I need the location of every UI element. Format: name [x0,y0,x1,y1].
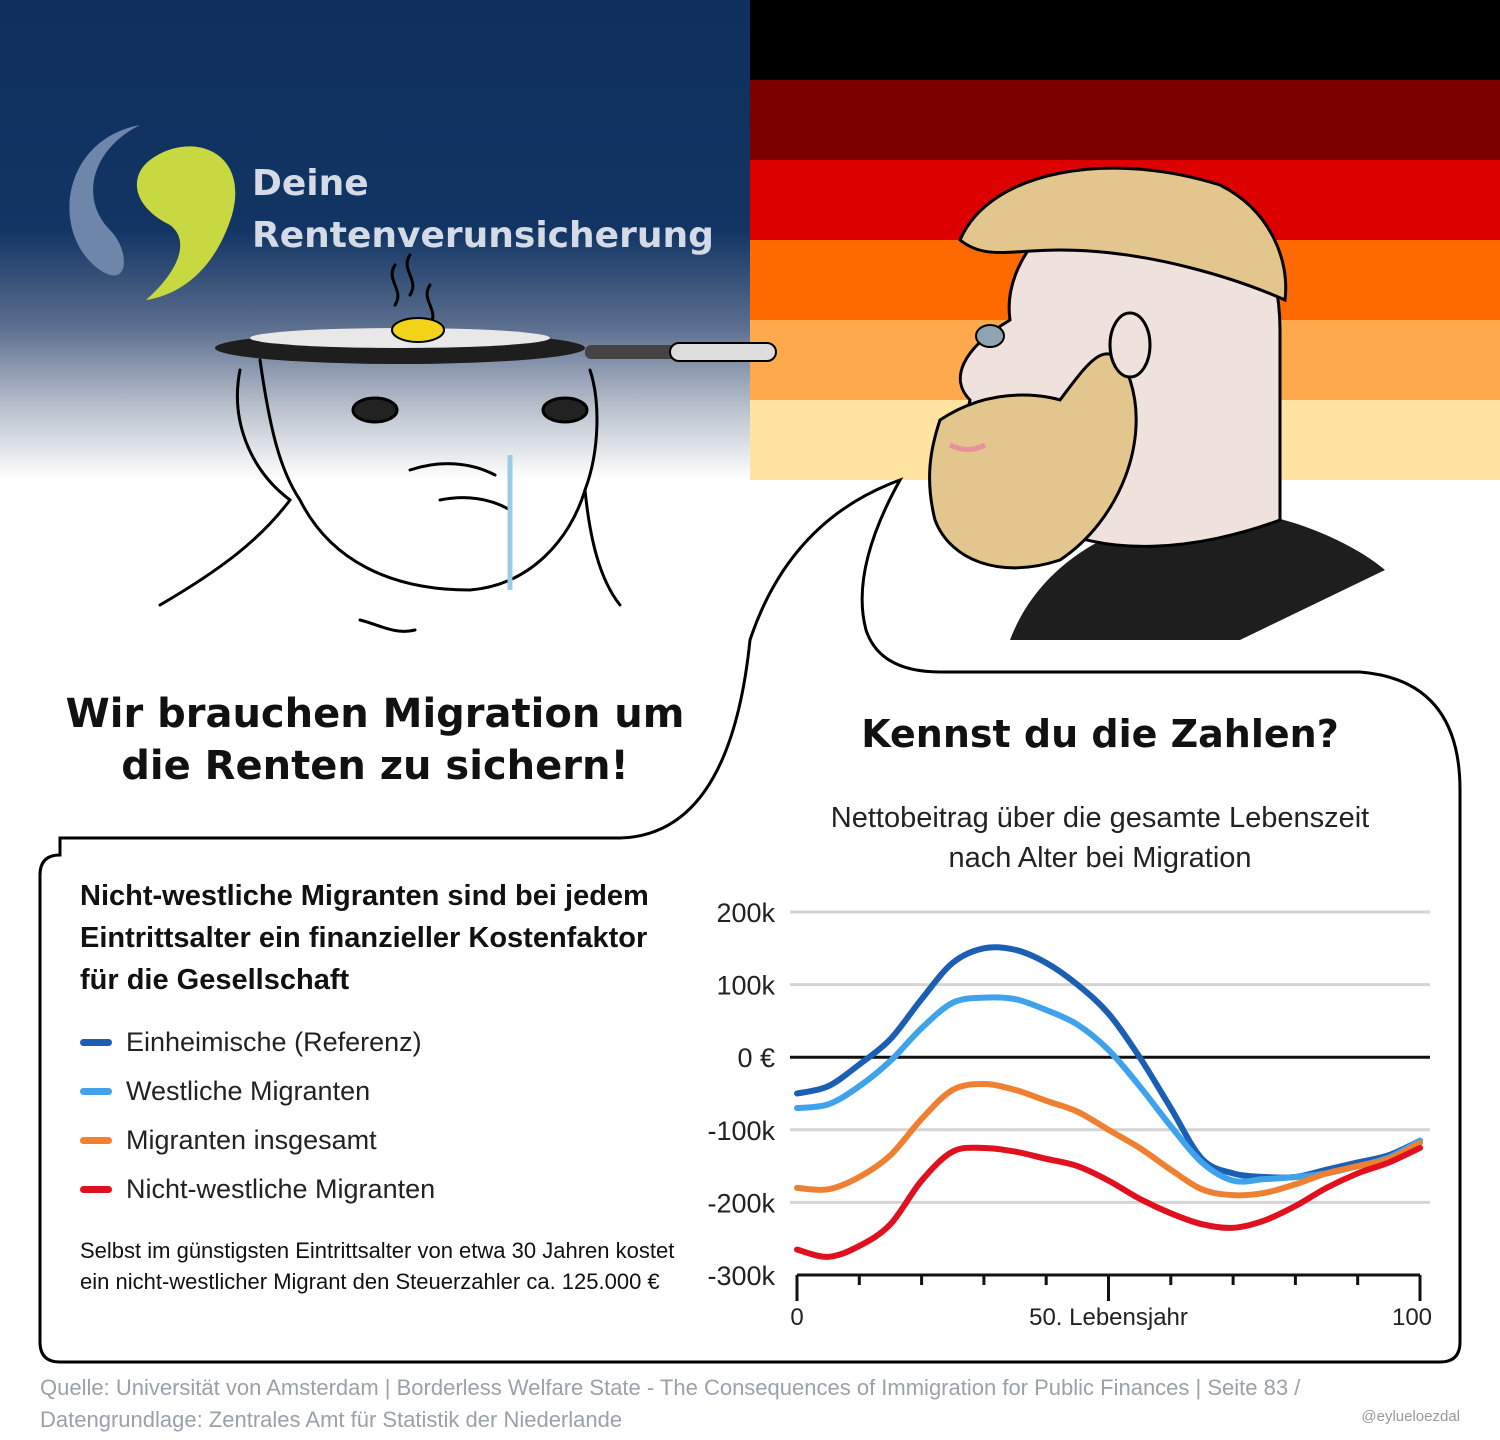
wojak-figure [158,253,622,633]
source-citation: Quelle: Universität von Amsterdam | Bord… [40,1375,1301,1432]
legend-item: Migranten insgesamt [80,1116,435,1165]
speech-bubble-left [38,477,1462,1364]
footnote: Selbst im günstigsten Eintrittsalter von… [80,1238,675,1294]
speech-text-left: Wir brauchen Migration um die Renten zu … [65,691,685,789]
x-tick-label: 100 [1392,1304,1432,1331]
y-tick-label: 100k [716,971,775,1001]
chad-figure [928,166,1385,640]
author-handle: @eylueloezdal [1361,1408,1460,1425]
chart-title: Nettobeitrag über die gesamte Lebenszeit… [830,802,1370,874]
series-line-3 [794,1144,1423,1260]
legend-label: Einheimische (Referenz) [126,1027,422,1057]
legend-label: Westliche Migranten [126,1076,371,1106]
legend-swatch [80,1186,112,1193]
subheadline: Nicht-westliche Migranten sind bei jedem… [80,880,649,996]
legend-item: Nicht-westliche Migranten [80,1165,435,1214]
y-tick-label: 200k [716,898,775,928]
y-tick-label: -300k [707,1261,775,1291]
logo-line-2: Rentenverunsicherung [252,215,714,256]
legend-label: Migranten insgesamt [126,1125,377,1155]
legend-swatch [80,1039,112,1046]
x-tick-label: 0 [790,1304,803,1331]
series-line-2 [794,1081,1423,1199]
flag-stripe [750,80,1500,160]
y-tick-label: -200k [707,1188,775,1218]
legend-swatch [80,1088,112,1095]
legend-label: Nicht-westliche Migranten [126,1174,436,1204]
y-tick-label: -100k [707,1116,775,1146]
flag-stripe [750,0,1500,80]
legend-swatch [80,1137,112,1144]
logo-icon [69,125,236,300]
legend-item: Westliche Migranten [80,1067,435,1116]
chart-legend: Einheimische (Referenz) Westliche Migran… [80,1018,435,1214]
frying-pan-icon [215,317,777,364]
y-tick-label: 0 € [737,1043,775,1073]
logo-wordmark: Deine Rentenverunsicherung [252,158,714,262]
logo-line-1: Deine [252,163,369,204]
speech-text-right: Kennst du die Zahlen? [861,712,1339,756]
legend-item: Einheimische (Referenz) [80,1018,435,1067]
x-tick-label: 50. Lebensjahr [1029,1304,1188,1331]
